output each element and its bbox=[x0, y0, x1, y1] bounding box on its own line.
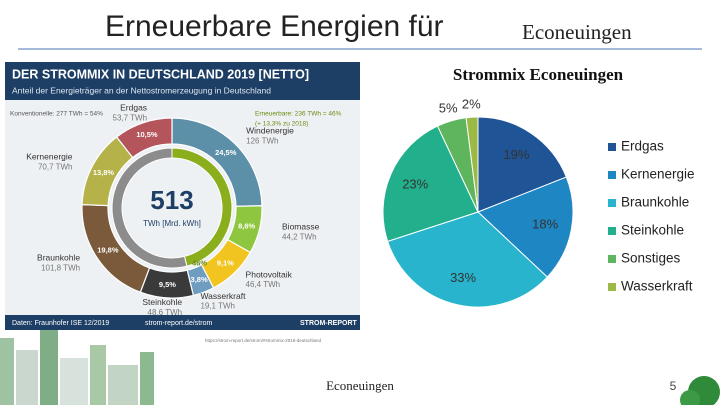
inner-ring-segment bbox=[111, 147, 188, 269]
energy-label: 70,7 TWh bbox=[38, 163, 73, 172]
change-note: (+ 13,3% zu 2018) bbox=[255, 121, 308, 128]
value-label: 2% bbox=[462, 97, 481, 112]
segment-label: 9,5% bbox=[159, 280, 176, 289]
pie-slice bbox=[465, 116, 479, 213]
energy-label: 19,1 TWh bbox=[200, 302, 235, 311]
segment-label: 9,1% bbox=[217, 258, 234, 267]
legend-swatch bbox=[608, 143, 616, 151]
legend-label: Sonstiges bbox=[621, 251, 681, 266]
infographic-footer bbox=[5, 315, 360, 330]
slide-title: Erneuerbare Energien für bbox=[105, 10, 444, 43]
slide-footer: Econeuingen bbox=[326, 378, 394, 393]
page-number: 5 bbox=[670, 379, 677, 393]
category-label: Steinkohle bbox=[142, 297, 182, 307]
value-label: 23% bbox=[402, 176, 428, 191]
segment-label: 3,8% bbox=[191, 275, 208, 284]
value-label: 5% bbox=[439, 101, 458, 116]
segment-label: 8,6% bbox=[238, 222, 255, 231]
energy-label: 53,7 TWh bbox=[113, 114, 148, 123]
value-label: 18% bbox=[532, 216, 558, 231]
legend-label: Wasserkraft bbox=[621, 279, 693, 294]
donut-segment bbox=[115, 117, 173, 159]
infographic-title: DER STROMMIX IN DEUTSCHLAND 2019 [NETTO] bbox=[12, 67, 309, 81]
energy-label: 48,6 TWh bbox=[148, 308, 183, 317]
source-url: https://strom-report.de/strom/#strommix-… bbox=[205, 338, 322, 343]
segment-label: 19,8% bbox=[97, 246, 119, 255]
total-value: 513 bbox=[150, 185, 193, 215]
slide-title-suffix: Econeuingen bbox=[522, 20, 632, 44]
category-label: Photovoltaik bbox=[246, 269, 293, 279]
energy-label: 46,4 TWh bbox=[246, 280, 281, 289]
legend-swatch bbox=[608, 199, 616, 207]
infographic-brand: STROM-REPORT bbox=[300, 320, 358, 327]
city-decoration bbox=[0, 330, 720, 405]
legend-label: Erdgas bbox=[621, 139, 664, 154]
legend-label: Kernenergie bbox=[621, 167, 695, 182]
legend-label: Braunkohle bbox=[621, 195, 689, 210]
pie-slice bbox=[477, 116, 567, 213]
ring-legend: Erneuerbare: 236 TWh = 46% bbox=[255, 111, 342, 118]
category-label: Braunkohle bbox=[37, 253, 80, 263]
legend-swatch bbox=[608, 255, 616, 263]
infographic-source: Daten: Fraunhofer ISE 12/2019 bbox=[12, 320, 109, 327]
infographic-subtitle: Anteil der Energieträger an der Nettostr… bbox=[12, 85, 271, 95]
ring-legend: Konventionelle: 277 TWh = 54% bbox=[10, 111, 103, 118]
category-label: Kernenergie bbox=[26, 152, 73, 162]
legend-swatch bbox=[608, 171, 616, 179]
value-label: 33% bbox=[450, 270, 476, 285]
category-label: Biomasse bbox=[282, 222, 320, 232]
energy-label: 44,2 TWh bbox=[282, 232, 317, 241]
segment-label: 10,5% bbox=[136, 130, 158, 139]
category-label: Windenergie bbox=[246, 126, 294, 136]
inner-ring-label: 46% bbox=[192, 259, 207, 268]
energy-label: 101,8 TWh bbox=[41, 263, 80, 272]
infographic-header bbox=[5, 62, 360, 100]
segment-label: 24,5% bbox=[215, 148, 237, 157]
pie-slice bbox=[477, 176, 574, 278]
infographic-website: strom-report.de/strom bbox=[145, 320, 212, 327]
category-label: Erdgas bbox=[120, 103, 147, 113]
legend-swatch bbox=[608, 227, 616, 235]
total-unit: TWh [Mrd. kWh] bbox=[143, 219, 201, 228]
segment-label: 13,8% bbox=[93, 168, 115, 177]
energy-label: 126 TWh bbox=[246, 137, 278, 146]
category-label: Wasserkraft bbox=[200, 291, 246, 301]
chart-title: Strommix Econeuingen bbox=[453, 65, 624, 84]
legend-label: Steinkohle bbox=[621, 223, 684, 238]
pie-slice bbox=[387, 211, 548, 308]
legend-swatch bbox=[608, 283, 616, 291]
pie-slice bbox=[382, 125, 479, 242]
value-label: 19% bbox=[503, 147, 529, 162]
